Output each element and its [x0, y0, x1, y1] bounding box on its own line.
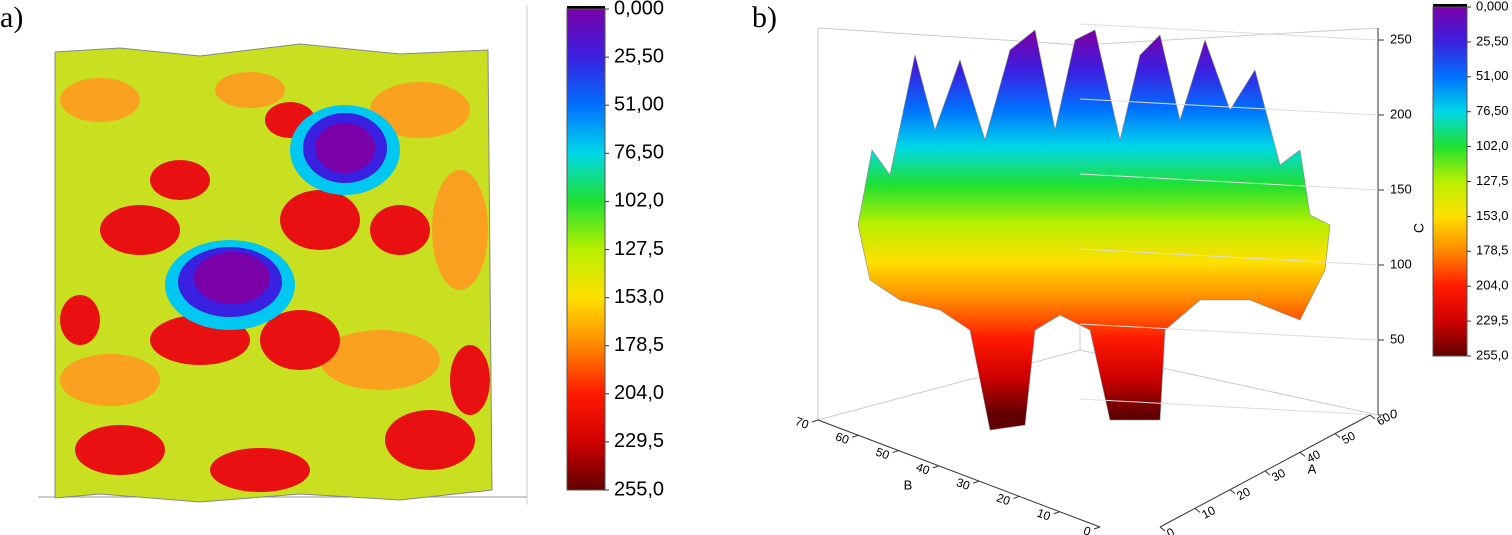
grid-line — [1079, 23, 1379, 41]
colorbar-tick-label: 76,50 — [614, 142, 664, 164]
x-tick — [1053, 511, 1060, 515]
y-tick-label: 40 — [1304, 447, 1323, 466]
y-tick — [1334, 433, 1341, 439]
grid-line — [1079, 248, 1379, 266]
colorbar-tick-label: 255,0 — [1476, 347, 1509, 362]
colorbar-tick-label: 51,00 — [614, 93, 664, 115]
grid-line — [1079, 98, 1379, 116]
surface-patches — [60, 72, 488, 406]
colorbar-tick-label: 178,5 — [614, 334, 664, 356]
colorbar — [566, 8, 606, 491]
z-tick-label: 0 — [1390, 406, 1397, 421]
grid-line — [1079, 173, 1379, 191]
colorbar-tick-label: 127,5 — [1476, 173, 1509, 188]
colorbar-tick-label: 204,0 — [1476, 278, 1509, 293]
x-tick — [1093, 526, 1101, 530]
colorbar-tick-label: 229,5 — [614, 430, 664, 452]
colorbar-tick-label: 0,000 — [1476, 0, 1509, 13]
y-axis-label: A — [1308, 461, 1317, 476]
x-tick-label: 40 — [914, 460, 932, 478]
y-tick-label: 30 — [1269, 466, 1288, 485]
y-tick-label: 50 — [1339, 428, 1358, 447]
y-tick — [1159, 526, 1166, 532]
colorbar-tick-label: 153,0 — [614, 286, 664, 308]
y-tick-label: 10 — [1199, 503, 1218, 522]
x-tick — [892, 450, 899, 454]
grid-line — [1079, 323, 1379, 341]
x-tick — [972, 480, 980, 484]
colorbar-tick-label: 25,50 — [1476, 33, 1509, 48]
x-tick-label: 10 — [1035, 506, 1053, 524]
y-tick — [1264, 470, 1271, 476]
z-tick-label: 150 — [1390, 181, 1412, 196]
grid-line — [1079, 398, 1379, 416]
x-tick — [811, 419, 819, 423]
colorbar-tick-label: 229,5 — [1476, 313, 1509, 328]
colorbar-tick-label: 102,0 — [1476, 138, 1509, 153]
colorbar-tick-label: 51,00 — [1476, 68, 1509, 83]
colorbar — [1432, 6, 1468, 357]
colorbar-cap — [567, 6, 605, 9]
x-tick — [1013, 495, 1020, 499]
x-tick — [852, 434, 859, 438]
x-tick-label: 0 — [1082, 523, 1093, 535]
panel-label: a) — [0, 1, 23, 34]
y-tick-label: 0 — [1164, 525, 1177, 535]
colorbar-tick-label: 76,50 — [1476, 103, 1509, 118]
x-axis-label: B — [904, 477, 913, 492]
x-tick-label: 30 — [954, 475, 972, 493]
y-tick — [1299, 451, 1306, 457]
colorbar-tick-label: 204,0 — [614, 382, 664, 404]
colorbar-tick-label: 178,5 — [1476, 243, 1509, 258]
z-axis-label: C — [1411, 223, 1427, 233]
surface-pits — [165, 105, 400, 330]
surface-patches — [60, 102, 490, 492]
z-tick-label: 200 — [1390, 106, 1412, 121]
x-tick-label: 60 — [834, 429, 852, 447]
colorbar-tick-label: 255,0 — [614, 478, 664, 500]
y-tick — [1369, 414, 1376, 420]
surface-a — [38, 5, 528, 505]
x-tick — [932, 465, 940, 469]
panel-label: b) — [752, 1, 777, 34]
colorbar-tick-label: 0,000 — [614, 0, 664, 19]
x-tick-label: 20 — [995, 491, 1013, 509]
y-tick-label: 60 — [1374, 410, 1393, 429]
colorbar-tick-label: 153,0 — [1476, 208, 1509, 223]
y-tick-label: 20 — [1234, 484, 1253, 503]
z-tick-label: 100 — [1390, 256, 1412, 271]
surface — [857, 29, 1331, 431]
colorbar-tick-label: 102,0 — [614, 190, 664, 212]
colorbar-tick-label: 127,5 — [614, 238, 664, 260]
colorbar-tick-label: 25,50 — [614, 45, 664, 67]
x-tick-label: 50 — [874, 445, 892, 463]
y-tick — [1194, 507, 1201, 513]
colorbar-cap — [1433, 4, 1467, 7]
y-tick — [1229, 489, 1236, 495]
z-tick-label: 250 — [1390, 31, 1412, 46]
z-tick-label: 50 — [1390, 331, 1404, 346]
x-tick-label: 70 — [793, 414, 811, 432]
